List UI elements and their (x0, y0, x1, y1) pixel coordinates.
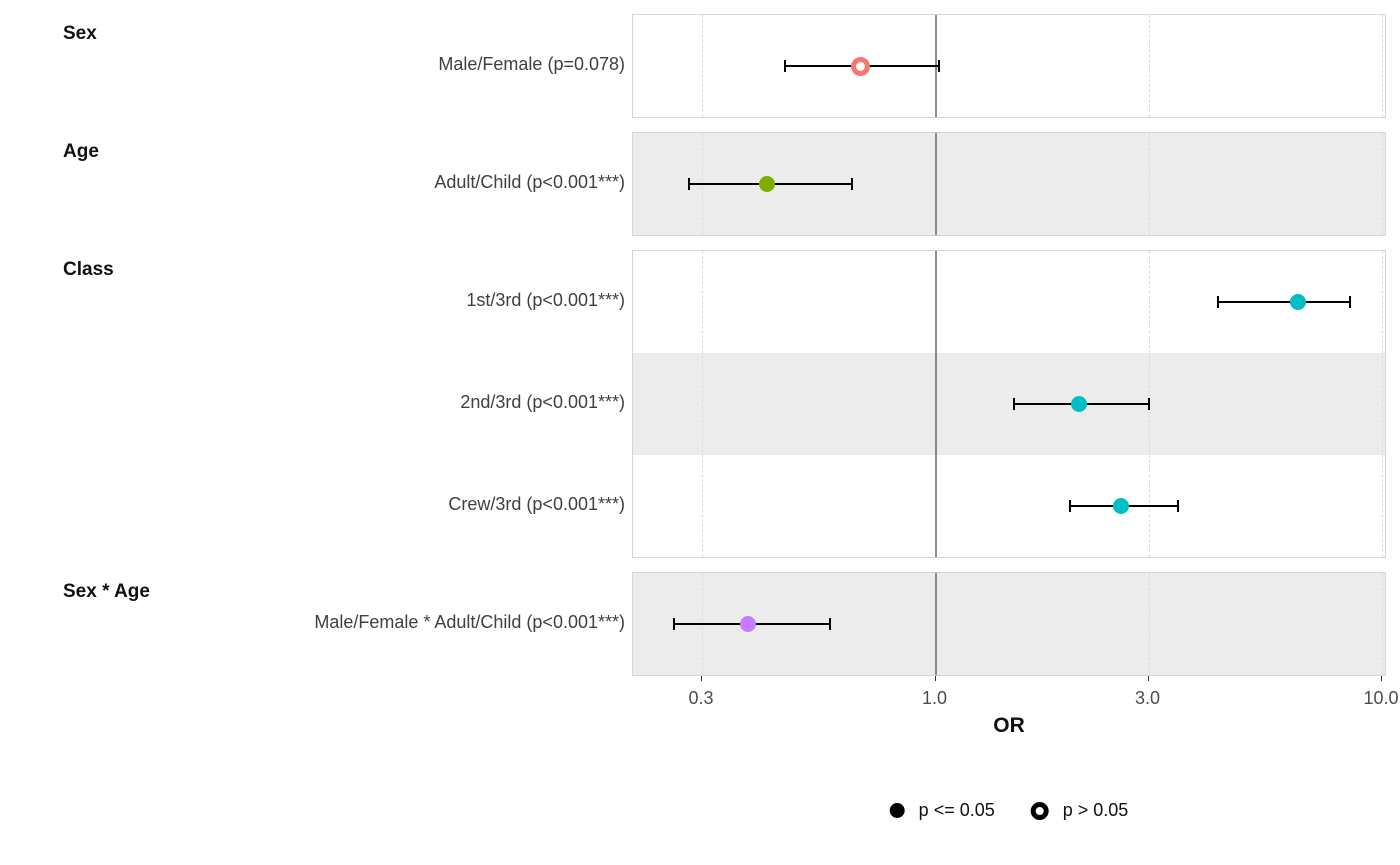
confidence-interval-cap (687, 178, 690, 190)
odds-ratio-point-filled (1112, 498, 1129, 514)
facet-label: Sex * Age (63, 581, 150, 602)
odds-ratio-point-filled (739, 616, 756, 632)
legend-label-nonsignificant: p > 0.05 (1062, 800, 1129, 820)
confidence-interval-cap (850, 178, 853, 190)
confidence-interval-cap (673, 618, 676, 630)
dashed-gridline (1148, 573, 1150, 675)
dashed-gridline (1382, 251, 1383, 557)
x-axis-title: OR (993, 714, 1025, 737)
facet-panel (632, 14, 1386, 118)
facet-label: Class (63, 259, 114, 280)
x-tick-label: 3.0 (1135, 688, 1161, 708)
dashed-gridline (702, 15, 704, 117)
x-tick-label: 0.3 (688, 688, 714, 708)
x-tick-mark (701, 676, 703, 681)
facet-label: Age (63, 141, 99, 162)
facet-panel (632, 572, 1386, 676)
row-label: Male/Female * Adult/Child (p<0.001***) (314, 612, 625, 633)
hollow-circle-icon (1030, 801, 1049, 820)
dashed-gridline (1148, 133, 1150, 235)
odds-ratio-point-hollow (851, 56, 871, 76)
facet-panel (632, 132, 1386, 236)
facet-panel (632, 250, 1386, 558)
dashed-gridline (1382, 573, 1383, 675)
x-tick-label: 10.0 (1363, 688, 1399, 708)
legend-label-significant: p <= 0.05 (918, 800, 995, 820)
filled-circle-icon (889, 803, 905, 818)
legend-item-nonsignificant: p > 0.05 (1030, 800, 1129, 821)
odds-ratio-point-filled (1290, 294, 1307, 310)
x-tick-mark (1381, 676, 1382, 681)
confidence-interval-cap (1068, 500, 1071, 512)
x-tick-label: 1.0 (921, 688, 948, 708)
legend-item-significant: p <= 0.05 (889, 800, 995, 821)
shaded-row-band (633, 353, 1385, 455)
reference-line (934, 251, 937, 557)
confidence-interval-cap (1147, 398, 1150, 410)
confidence-interval-bar (1218, 301, 1351, 303)
row-label: 2nd/3rd (p<0.001***) (460, 392, 625, 413)
confidence-interval-cap (1177, 500, 1180, 512)
confidence-interval-cap (938, 60, 941, 72)
facet-label: Sex (63, 23, 97, 44)
row-label: Male/Female (p=0.078) (438, 54, 625, 75)
confidence-interval-cap (828, 618, 831, 630)
confidence-interval-cap (1217, 296, 1220, 308)
row-label: 1st/3rd (p<0.001***) (466, 290, 625, 311)
row-label: Crew/3rd (p<0.001***) (448, 494, 625, 515)
reference-line (934, 573, 937, 675)
x-tick-mark (934, 676, 936, 681)
confidence-interval-cap (783, 60, 786, 72)
confidence-interval-cap (1349, 296, 1352, 308)
x-tick-mark (1147, 676, 1149, 681)
reference-line (934, 133, 937, 235)
odds-ratio-point-filled (759, 176, 776, 192)
dashed-gridline (1148, 15, 1150, 117)
legend: p <= 0.05 p > 0.05 (889, 800, 1129, 821)
dashed-gridline (1382, 15, 1383, 117)
confidence-interval-cap (1013, 398, 1016, 410)
row-label: Adult/Child (p<0.001***) (434, 172, 625, 193)
dashed-gridline (702, 251, 704, 557)
dashed-gridline (1382, 133, 1383, 235)
odds-ratio-point-filled (1071, 396, 1088, 412)
